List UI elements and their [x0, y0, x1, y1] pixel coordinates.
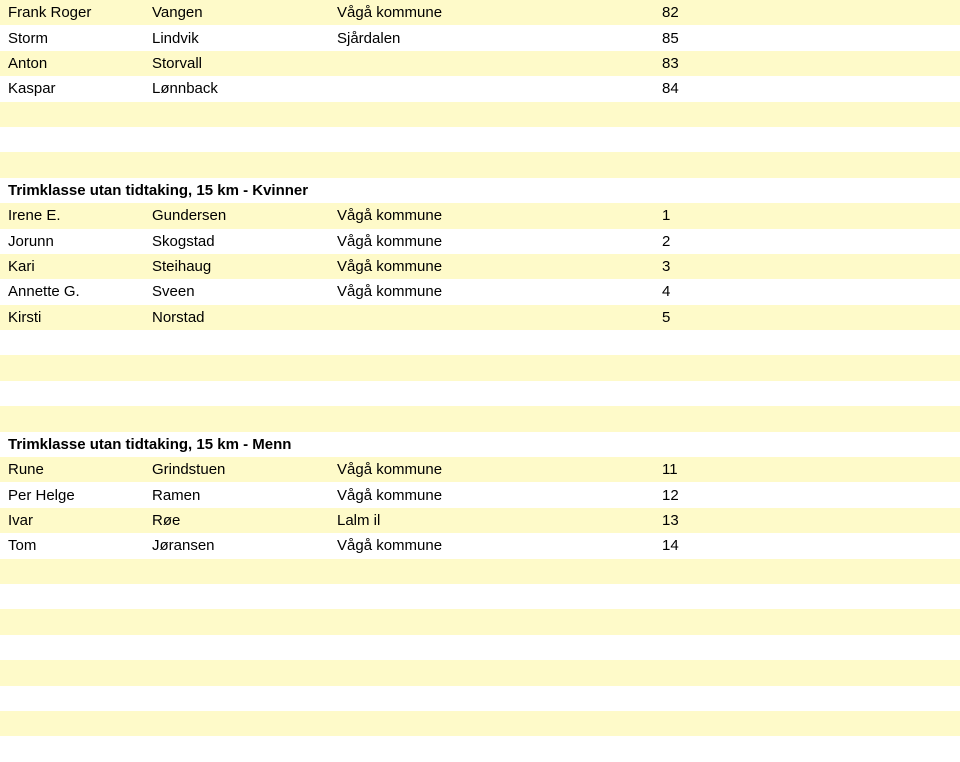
- cell-last-name: Steihaug: [152, 258, 337, 275]
- cell-number: 2: [662, 233, 742, 250]
- cell-club: Vågå kommune: [337, 4, 662, 21]
- table-row: IvarRøeLalm il13: [0, 508, 960, 533]
- cell-last-name: Ramen: [152, 487, 337, 504]
- cell-club: Sjårdalen: [337, 30, 662, 47]
- blank-row: [0, 406, 960, 431]
- cell-first-name: Ivar: [8, 512, 152, 529]
- cell-number: 83: [662, 55, 742, 72]
- cell-first-name: Kaspar: [8, 80, 152, 97]
- cell-first-name: Kari: [8, 258, 152, 275]
- table-row: KariSteihaugVågå kommune3: [0, 254, 960, 279]
- cell-club: Lalm il: [337, 512, 662, 529]
- blank-row: [0, 559, 960, 584]
- cell-first-name: Irene E.: [8, 207, 152, 224]
- blank-row: [0, 609, 960, 634]
- blank-row: [0, 127, 960, 152]
- blank-row: [0, 355, 960, 380]
- cell-number: 13: [662, 512, 742, 529]
- cell-first-name: Anton: [8, 55, 152, 72]
- cell-number: 84: [662, 80, 742, 97]
- table-row: KirstiNorstad 5: [0, 305, 960, 330]
- blank-row: [0, 635, 960, 660]
- table-row: Per HelgeRamenVågå kommune12: [0, 482, 960, 507]
- cell-number: 11: [662, 461, 742, 478]
- blank-row: [0, 660, 960, 685]
- cell-last-name: Lindvik: [152, 30, 337, 47]
- cell-number: 12: [662, 487, 742, 504]
- table-row: JorunnSkogstadVågå kommune2: [0, 229, 960, 254]
- cell-last-name: Jøransen: [152, 537, 337, 554]
- section-heading: Trimklasse utan tidtaking, 15 km - Kvinn…: [8, 182, 308, 199]
- cell-first-name: Tom: [8, 537, 152, 554]
- cell-club: Vågå kommune: [337, 207, 662, 224]
- table-row: Frank RogerVangenVågå kommune82: [0, 0, 960, 25]
- table-row: Irene E.GundersenVågå kommune1: [0, 203, 960, 228]
- cell-last-name: Vangen: [152, 4, 337, 21]
- cell-number: 85: [662, 30, 742, 47]
- cell-club: Vågå kommune: [337, 461, 662, 478]
- cell-club: Vågå kommune: [337, 258, 662, 275]
- table-row: TomJøransenVågå kommune14: [0, 533, 960, 558]
- cell-number: 3: [662, 258, 742, 275]
- section-heading-row: Trimklasse utan tidtaking, 15 km - Kvinn…: [0, 178, 960, 203]
- cell-first-name: Rune: [8, 461, 152, 478]
- table-row: Annette G.SveenVågå kommune4: [0, 279, 960, 304]
- cell-first-name: Jorunn: [8, 233, 152, 250]
- cell-last-name: Gundersen: [152, 207, 337, 224]
- cell-club: Vågå kommune: [337, 233, 662, 250]
- cell-club: Vågå kommune: [337, 487, 662, 504]
- cell-first-name: Kirsti: [8, 309, 152, 326]
- results-table: Frank RogerVangenVågå kommune82StormLind…: [0, 0, 960, 736]
- table-row: KasparLønnback 84: [0, 76, 960, 101]
- blank-row: [0, 330, 960, 355]
- cell-last-name: Sveen: [152, 283, 337, 300]
- cell-number: 5: [662, 309, 742, 326]
- cell-number: 14: [662, 537, 742, 554]
- cell-club: Vågå kommune: [337, 537, 662, 554]
- blank-row: [0, 584, 960, 609]
- cell-last-name: Røe: [152, 512, 337, 529]
- cell-number: 4: [662, 283, 742, 300]
- cell-last-name: Norstad: [152, 309, 337, 326]
- cell-number: 1: [662, 207, 742, 224]
- cell-number: 82: [662, 4, 742, 21]
- cell-first-name: Frank Roger: [8, 4, 152, 21]
- blank-row: [0, 686, 960, 711]
- cell-first-name: Annette G.: [8, 283, 152, 300]
- cell-club: Vågå kommune: [337, 283, 662, 300]
- cell-first-name: Storm: [8, 30, 152, 47]
- blank-row: [0, 102, 960, 127]
- blank-row: [0, 381, 960, 406]
- cell-last-name: Skogstad: [152, 233, 337, 250]
- blank-row: [0, 152, 960, 177]
- table-row: AntonStorvall 83: [0, 51, 960, 76]
- table-row: StormLindvikSjårdalen85: [0, 25, 960, 50]
- cell-first-name: Per Helge: [8, 487, 152, 504]
- cell-last-name: Storvall: [152, 55, 337, 72]
- table-row: RuneGrindstuenVågå kommune11: [0, 457, 960, 482]
- section-heading: Trimklasse utan tidtaking, 15 km - Menn: [8, 436, 291, 453]
- cell-last-name: Lønnback: [152, 80, 337, 97]
- section-heading-row: Trimklasse utan tidtaking, 15 km - Menn: [0, 432, 960, 457]
- cell-last-name: Grindstuen: [152, 461, 337, 478]
- blank-row: [0, 711, 960, 736]
